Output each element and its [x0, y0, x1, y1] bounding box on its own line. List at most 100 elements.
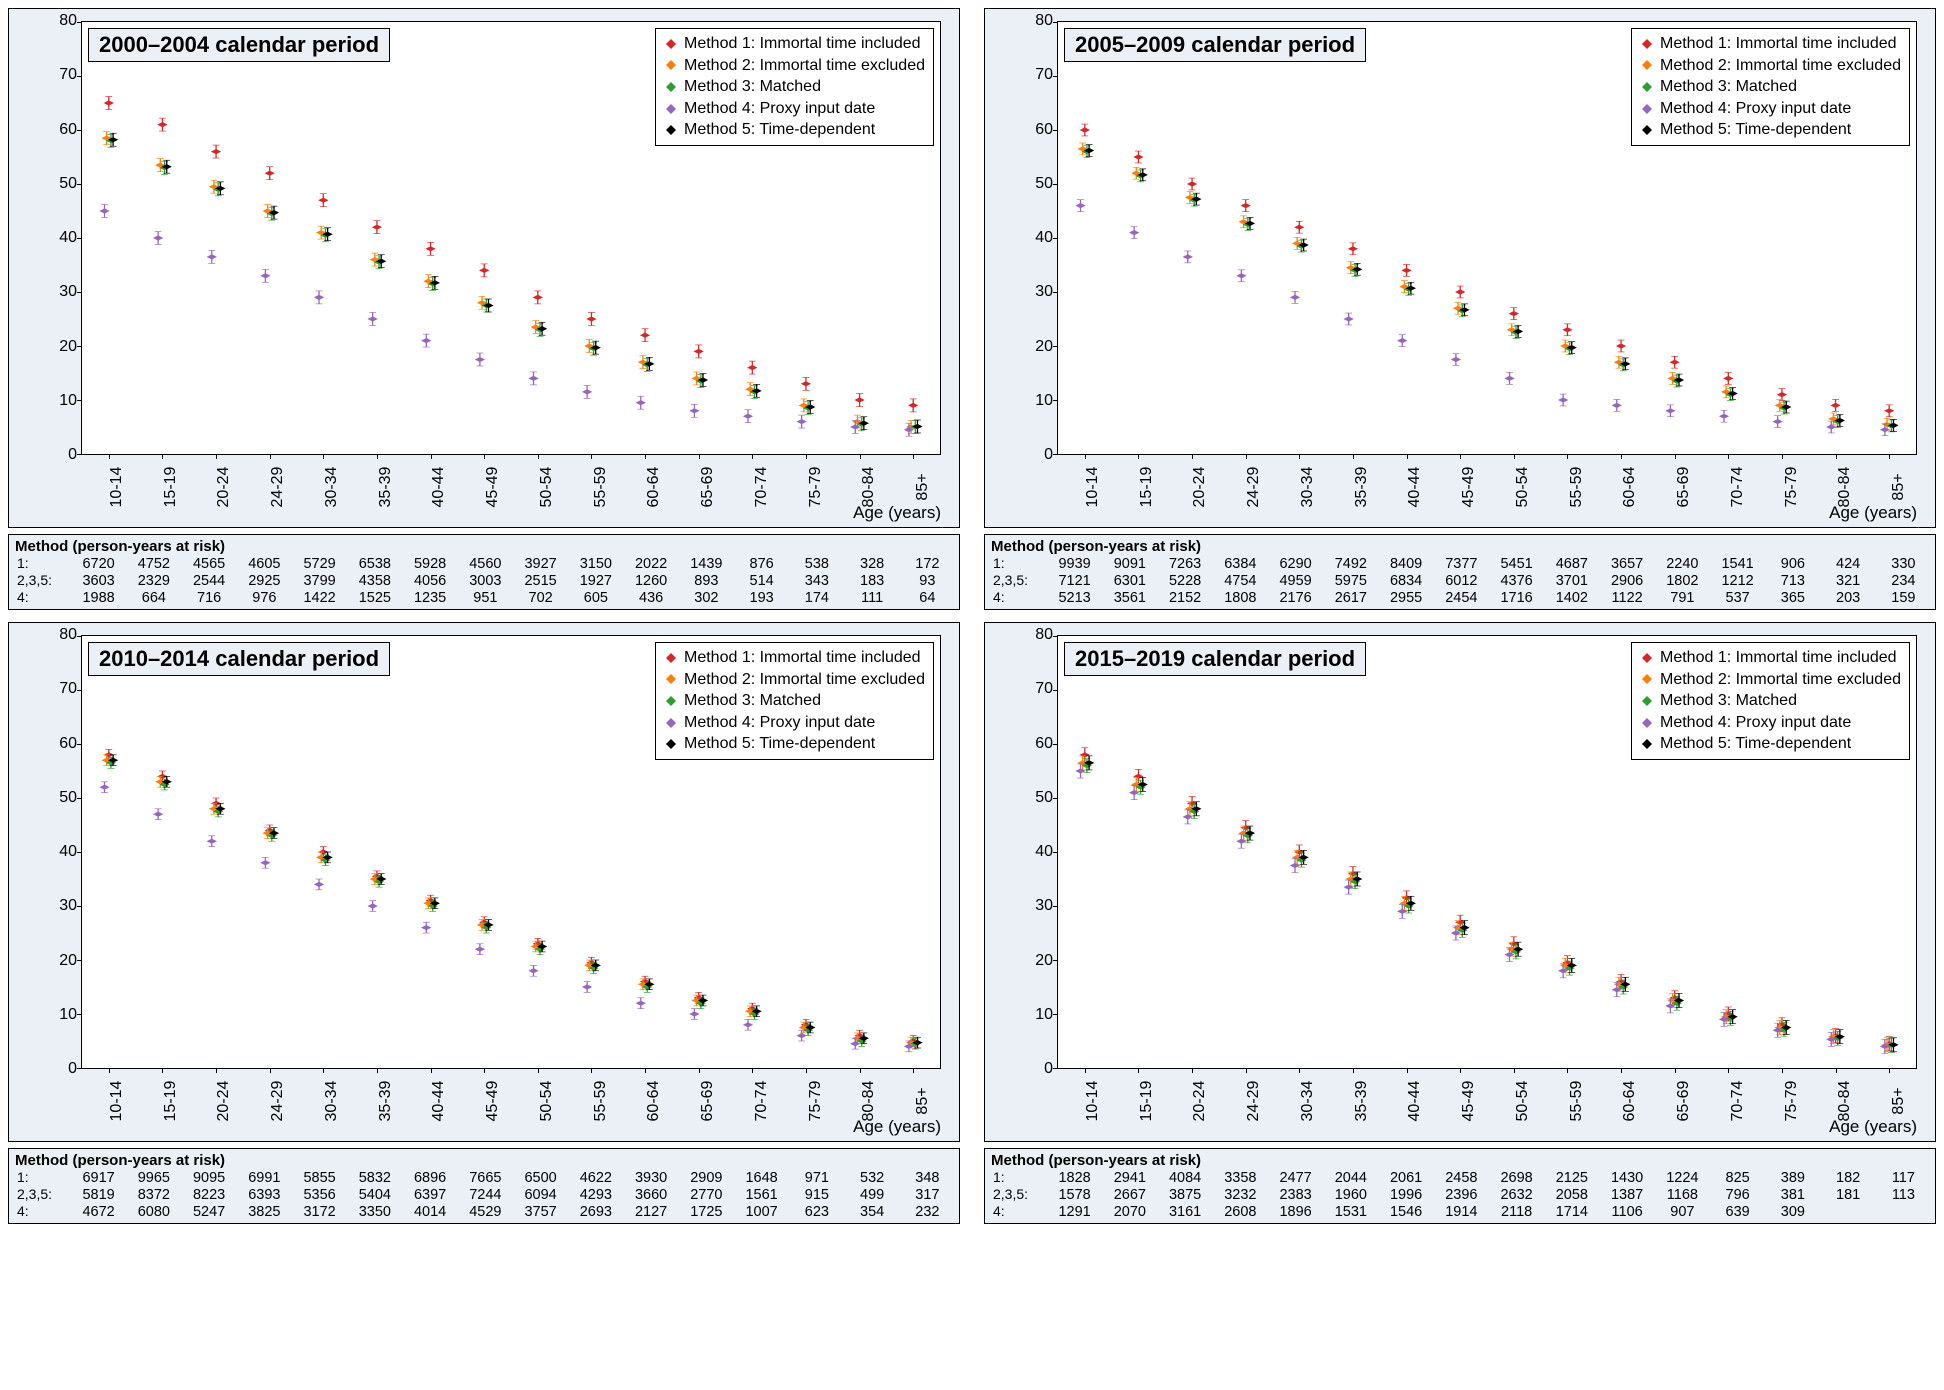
x-tick-label: 60-64: [645, 467, 663, 508]
risk-row-label: 1:: [13, 1169, 71, 1185]
y-tick-label: 60: [1025, 735, 1053, 753]
y-tick-label: 40: [49, 843, 77, 861]
legend-item: Method 2: Immortal time excluded: [1640, 669, 1901, 691]
legend-label: Method 1: Immortal time included: [684, 33, 921, 55]
x-tick-label: 50-54: [1514, 467, 1532, 508]
x-tick-label: 15-19: [1138, 467, 1156, 508]
y-tick-label: 20: [49, 338, 77, 356]
legend-item: Method 5: Time-dependent: [664, 733, 925, 755]
legend: Method 1: Immortal time includedMethod 2…: [655, 642, 934, 760]
x-tick-label: 10-14: [1084, 1081, 1102, 1122]
risk-cell: 605: [568, 590, 623, 606]
risk-cell: 4056: [403, 573, 458, 589]
y-tick-label: 10: [1025, 1006, 1053, 1024]
risk-cell: 532: [845, 1170, 900, 1186]
x-tick-label: 85+: [1890, 473, 1908, 500]
risk-cell: 203: [1821, 590, 1876, 606]
x-tick-label: 55-59: [592, 467, 610, 508]
x-tick-label: 65-69: [1675, 467, 1693, 508]
risk-cell: 825: [1710, 1170, 1765, 1186]
y-tick-label: 30: [49, 283, 77, 301]
risk-cell: 4687: [1544, 556, 1599, 572]
risk-cell: 3657: [1600, 556, 1655, 572]
risk-cell: 4605: [237, 556, 292, 572]
legend-item: Method 1: Immortal time included: [664, 647, 925, 669]
risk-cell: 3561: [1102, 590, 1157, 606]
y-tick-label: 20: [49, 952, 77, 970]
risk-cell: 424: [1821, 556, 1876, 572]
risk-cell: 906: [1765, 556, 1820, 572]
risk-cell: 1546: [1379, 1204, 1434, 1220]
diamond-icon: [1640, 80, 1654, 94]
risk-table: Method (person-years at risk)1:993990917…: [984, 534, 1936, 610]
x-tick-label: 45-49: [1460, 1081, 1478, 1122]
risk-row: 4:12912070316126081896153115461914211817…: [989, 1203, 1931, 1220]
risk-cell: 9091: [1102, 556, 1157, 572]
risk-cell: 1224: [1655, 1170, 1710, 1186]
legend-item: Method 5: Time-dependent: [664, 119, 925, 141]
x-tick-label: 10-14: [1084, 467, 1102, 508]
risk-cell: 915: [789, 1187, 844, 1203]
x-tick-label: 50-54: [1514, 1081, 1532, 1122]
risk-cell: 1541: [1710, 556, 1765, 572]
risk-cell: 538: [789, 556, 844, 572]
risk-cell: 2176: [1268, 590, 1323, 606]
risk-cell: 9965: [126, 1170, 181, 1186]
risk-cell: 5975: [1323, 573, 1378, 589]
x-tick-label: 10-14: [108, 467, 126, 508]
risk-cell: 1387: [1600, 1187, 1655, 1203]
risk-cell: 2955: [1379, 590, 1434, 606]
risk-cell: 2458: [1434, 1170, 1489, 1186]
risk-cell: 7665: [458, 1170, 513, 1186]
y-tick-label: 80: [1025, 12, 1053, 30]
risk-cell: 4084: [1158, 1170, 1213, 1186]
x-tick-label: 80-84: [1836, 467, 1854, 508]
risk-cell: 3358: [1213, 1170, 1268, 1186]
legend-item: Method 2: Immortal time excluded: [664, 55, 925, 77]
risk-cell: 9095: [182, 1170, 237, 1186]
risk-cell: 2770: [679, 1187, 734, 1203]
diamond-icon: [1640, 672, 1654, 686]
risk-cell: 1235: [403, 590, 458, 606]
risk-cell: 172: [900, 556, 955, 572]
plot-area: 2015–2019 calendar periodMethod 1: Immor…: [1057, 635, 1917, 1069]
risk-cell: 716: [182, 590, 237, 606]
risk-cell: 1896: [1268, 1204, 1323, 1220]
x-tick-label: 50-54: [538, 1081, 556, 1122]
legend-label: Method 4: Proxy input date: [684, 98, 875, 120]
risk-row: 4:19886647169761422152512359517026054363…: [13, 589, 955, 606]
risk-cell: 6538: [347, 556, 402, 572]
risk-cell: 330: [1876, 556, 1931, 572]
y-tick-label: 20: [1025, 338, 1053, 356]
risk-cell: 328: [845, 556, 900, 572]
plot-area: 2005–2009 calendar periodMethod 1: Immor…: [1057, 21, 1917, 455]
x-tick-label: 30-34: [323, 1081, 341, 1122]
chart-panel: Additional years expected to liveAge (ye…: [8, 622, 960, 1224]
x-tick-label: 60-64: [1621, 467, 1639, 508]
legend: Method 1: Immortal time includedMethod 2…: [1631, 28, 1910, 146]
legend-label: Method 2: Immortal time excluded: [684, 55, 925, 77]
risk-cell: 4293: [568, 1187, 623, 1203]
risk-cell: 8223: [182, 1187, 237, 1203]
legend-label: Method 2: Immortal time excluded: [1660, 669, 1901, 691]
risk-row: 4:46726080524738253172335040144529375726…: [13, 1203, 955, 1220]
risk-cell: 702: [513, 590, 568, 606]
diamond-icon: [1640, 58, 1654, 72]
legend-label: Method 5: Time-dependent: [684, 119, 875, 141]
risk-cell: 514: [734, 573, 789, 589]
diamond-icon: [664, 716, 678, 730]
x-tick-label: 24-29: [269, 467, 287, 508]
legend-item: Method 5: Time-dependent: [1640, 733, 1901, 755]
risk-cell: 183: [845, 573, 900, 589]
diamond-icon: [1640, 651, 1654, 665]
x-tick-label: 75-79: [1783, 467, 1801, 508]
risk-cell: 2396: [1434, 1187, 1489, 1203]
x-tick-label: 65-69: [1675, 1081, 1693, 1122]
chart-area: Additional years expected to liveAge (ye…: [984, 622, 1936, 1142]
y-tick-label: 70: [1025, 680, 1053, 698]
y-tick-label: 70: [49, 66, 77, 84]
diamond-icon: [664, 672, 678, 686]
risk-cell: 321: [1821, 573, 1876, 589]
legend-item: Method 4: Proxy input date: [1640, 712, 1901, 734]
legend: Method 1: Immortal time includedMethod 2…: [655, 28, 934, 146]
